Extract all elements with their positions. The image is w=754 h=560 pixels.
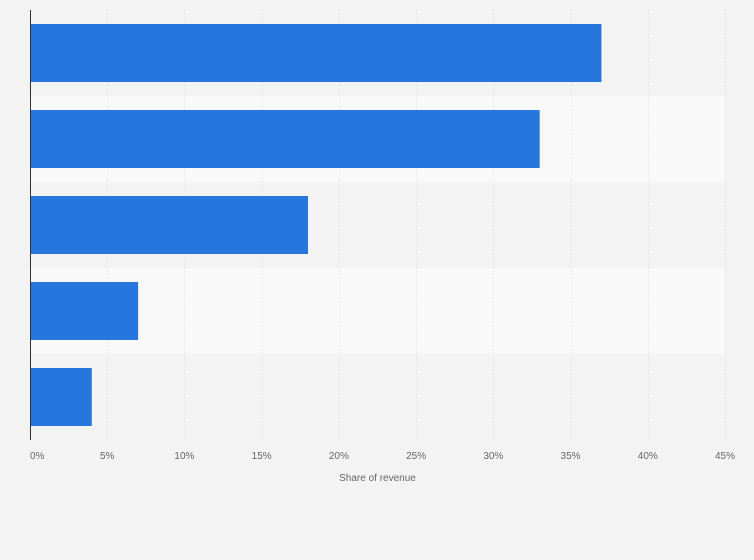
x-tick-label: 35% [561,451,581,462]
x-tick-label: 45% [715,451,735,462]
x-tick-label: 30% [483,451,503,462]
bar[interactable] [30,368,92,426]
x-tick-label: 0% [30,451,45,462]
bar[interactable] [30,196,308,254]
x-tick-label: 25% [406,451,426,462]
x-tick-label: 5% [100,451,115,462]
x-tick-label: 15% [252,451,272,462]
bar[interactable] [30,110,540,168]
bar[interactable] [30,282,139,340]
bar[interactable] [30,24,602,82]
x-tick-label: 10% [174,451,194,462]
row-band [30,268,725,354]
x-axis-title: Share of revenue [339,473,416,484]
x-axis-ticks: 0% 5% 10% 15% 20% 25% 30% 35% 40% 45% [30,451,735,462]
x-tick-label: 40% [638,451,658,462]
bars [30,24,602,426]
x-tick-label: 20% [329,451,349,462]
